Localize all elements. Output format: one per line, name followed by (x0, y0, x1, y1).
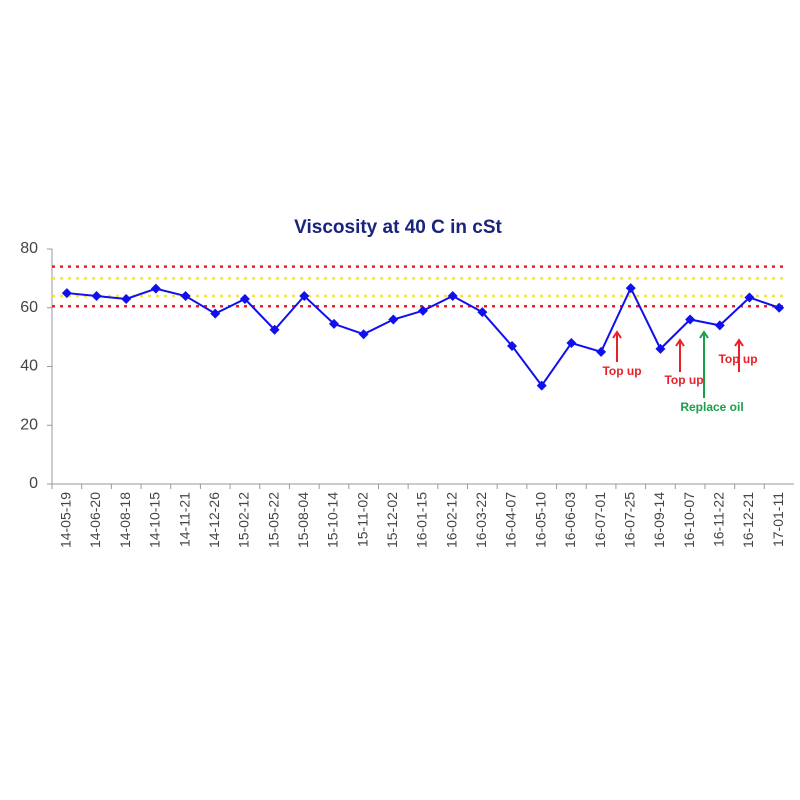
x-tick-label: 16-09-14 (651, 492, 667, 548)
chart-title: Viscosity at 40 C in cSt (294, 217, 502, 238)
marker (566, 338, 577, 348)
marker (447, 291, 458, 301)
marker (210, 308, 221, 319)
x-tick-label: 14-05-19 (58, 492, 74, 548)
x-tick-label: 16-02-12 (443, 492, 459, 548)
marker (685, 314, 696, 325)
marker (625, 283, 636, 294)
marker (358, 329, 369, 340)
marker (418, 305, 428, 316)
annotation: Replace oil (680, 400, 743, 414)
annotation-arrowhead (699, 330, 709, 339)
marker (507, 340, 518, 351)
x-tick-label: 16-10-07 (681, 492, 697, 548)
x-tick-label: 15-02-12 (236, 492, 252, 548)
marker (91, 291, 102, 301)
marker (328, 318, 339, 329)
x-tick-label: 14-08-18 (117, 492, 133, 548)
x-tick-label: 14-12-26 (206, 492, 222, 548)
marker (596, 346, 607, 357)
annotation-arrowhead (734, 338, 744, 347)
x-tick-label: 16-07-25 (621, 492, 637, 548)
x-tick-label: 16-01-15 (414, 492, 430, 548)
annotation: Top up (602, 364, 641, 378)
x-tick-label: 16-06-03 (562, 492, 578, 548)
x-tick-label: 16-05-10 (532, 492, 548, 548)
marker (655, 343, 666, 354)
y-tick-label: 0 (29, 475, 38, 492)
marker (121, 293, 132, 304)
x-tick-label: 14-10-15 (147, 492, 163, 548)
x-tick-label: 14-11-21 (176, 492, 192, 547)
x-tick-label: 16-04-07 (503, 492, 519, 548)
x-tick-label: 15-10-14 (325, 492, 341, 548)
annotation-arrowhead (612, 330, 622, 339)
y-tick-label: 20 (20, 416, 38, 433)
line (66, 285, 780, 388)
marker (477, 307, 488, 318)
marker (744, 292, 755, 303)
x-tick-label: 16-03-22 (473, 492, 489, 548)
marker (714, 320, 725, 331)
marker (536, 380, 547, 391)
marker (774, 302, 785, 313)
marker (388, 314, 399, 325)
annotation: Top up (664, 373, 703, 387)
annotation: Top up (718, 352, 757, 366)
y-tick-label: 80 (20, 240, 38, 257)
marker (299, 291, 310, 301)
x-tick-label: 15-12-02 (384, 492, 400, 548)
marker (269, 324, 280, 335)
marker (150, 283, 161, 294)
marker (239, 293, 250, 304)
marker (180, 291, 191, 301)
marker (61, 288, 72, 299)
x-tick-label: 15-08-04 (295, 492, 311, 548)
annotation-arrowhead (675, 338, 685, 347)
x-tick-label: 15-11-02 (354, 492, 370, 547)
x-tick-label: 14-06-20 (87, 492, 103, 548)
x-tick-label: 16-11-22 (711, 492, 727, 547)
x-tick-label: 16-12-21 (740, 492, 756, 548)
x-tick-label: 16-07-01 (592, 492, 608, 548)
x-tick-label: 17-01-11 (770, 492, 786, 547)
x-tick-label: 15-05-22 (265, 492, 281, 548)
y-tick-label: 60 (20, 299, 38, 316)
y-tick-label: 40 (20, 358, 38, 375)
